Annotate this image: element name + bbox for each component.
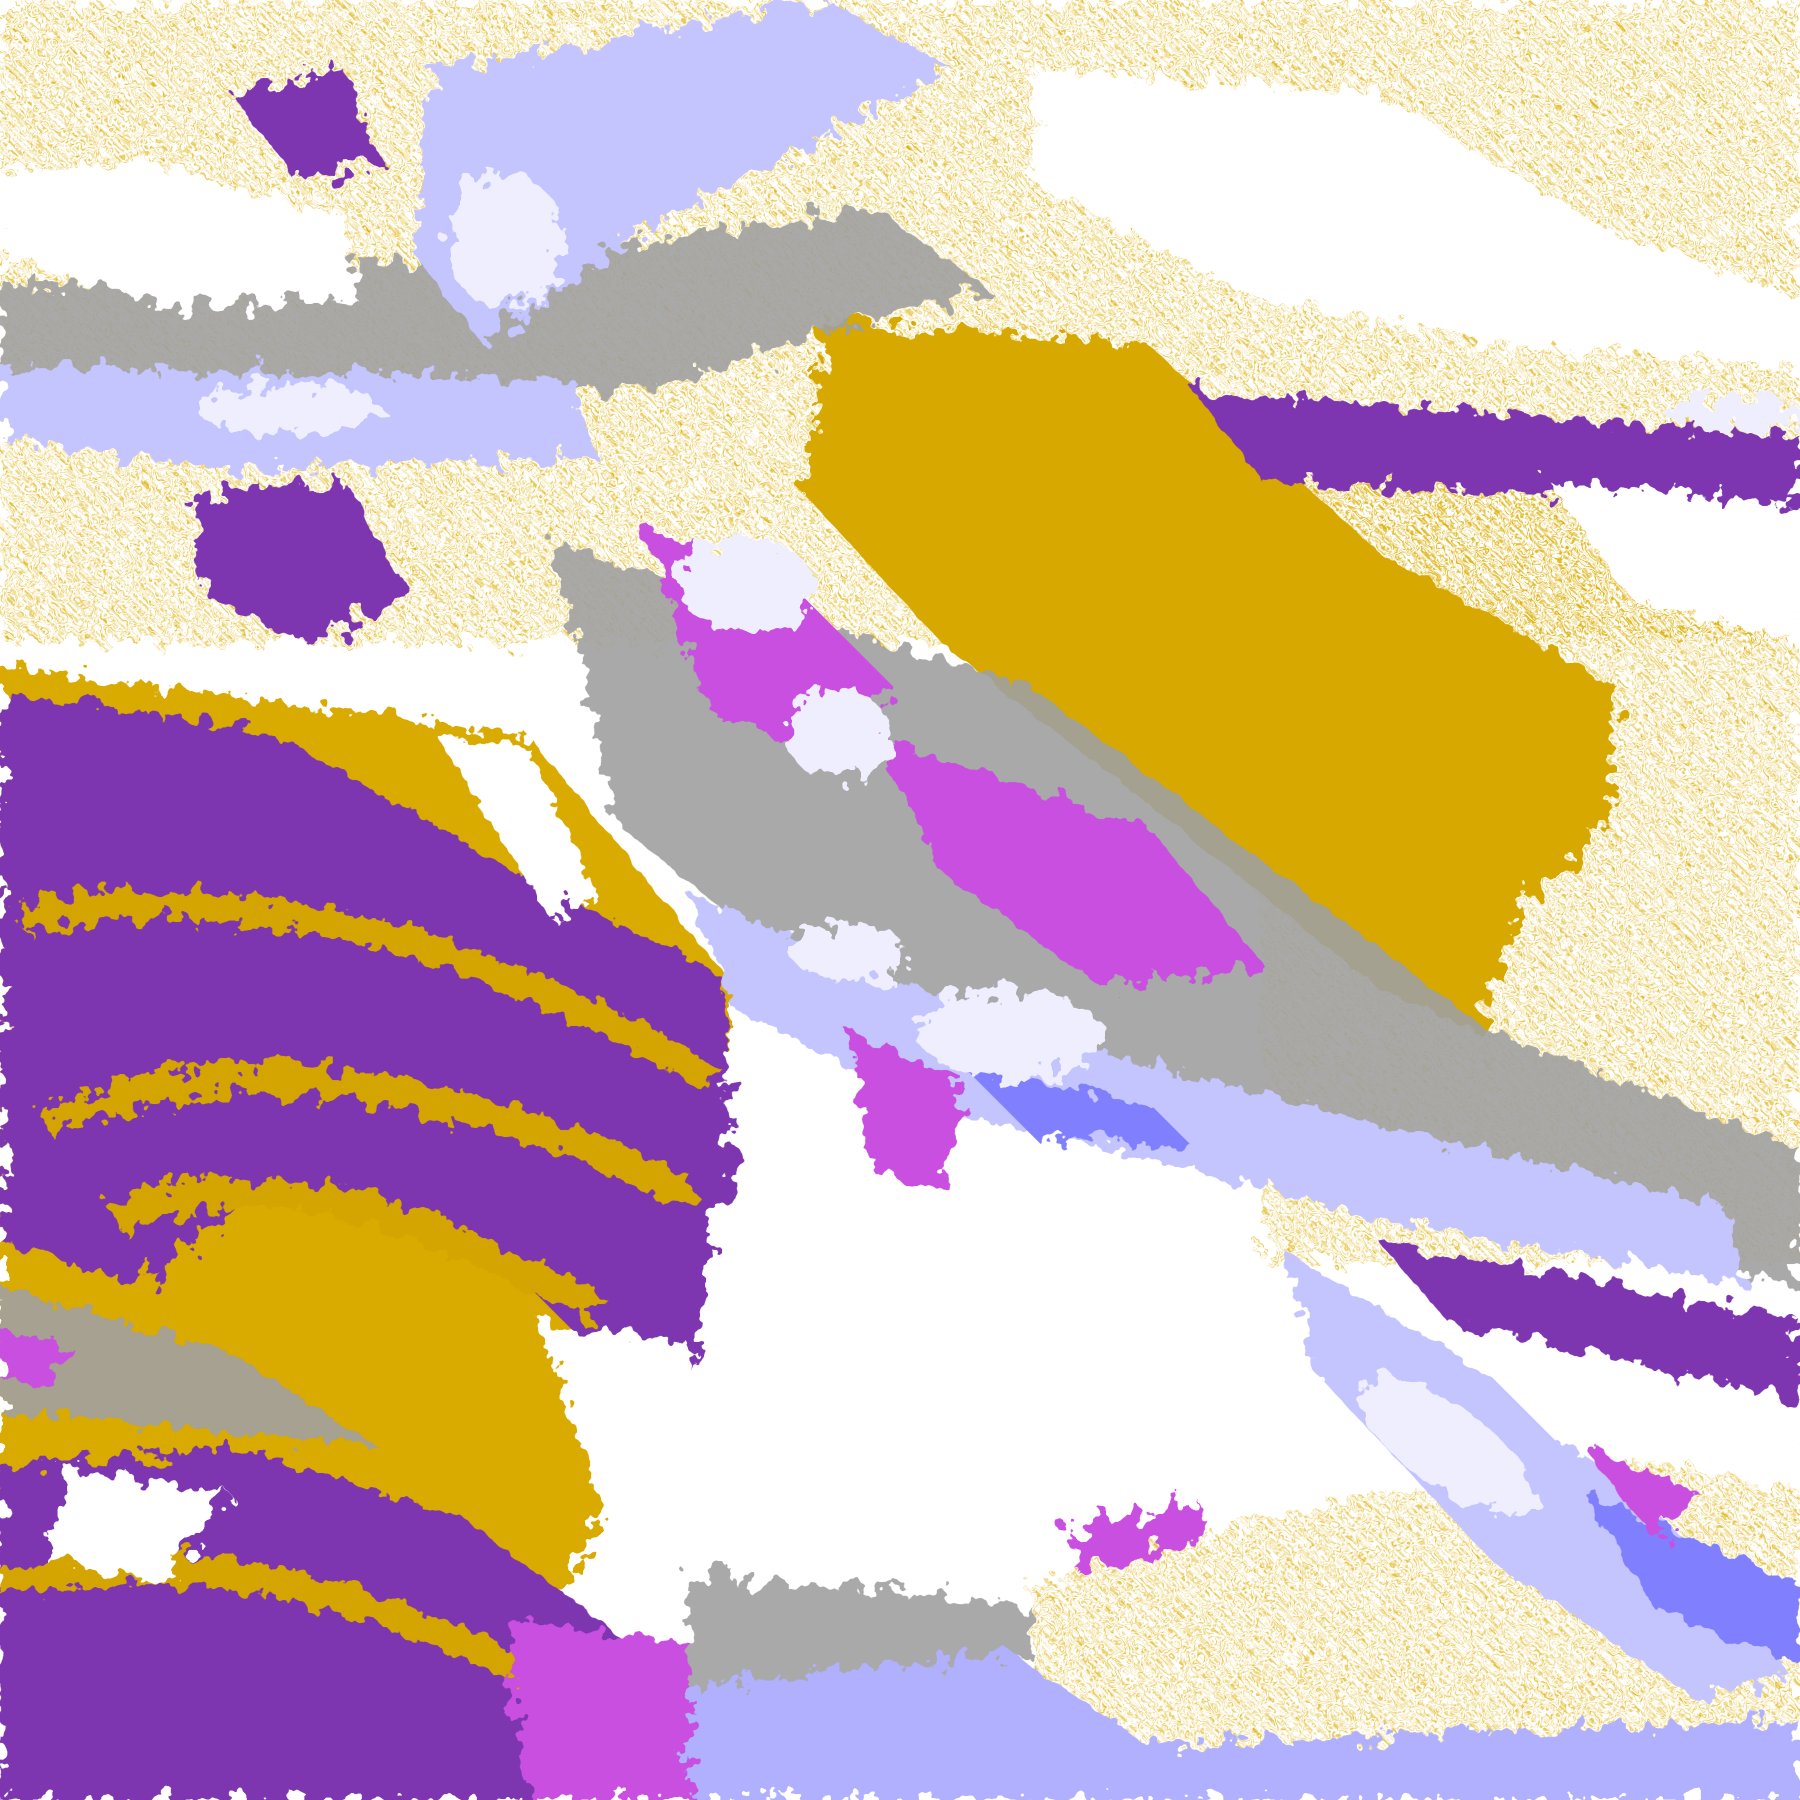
- clear-southeast: [1492, 1377, 1800, 1493]
- lightblue-band-central: [688, 895, 1745, 1286]
- magenta-patch: [505, 1618, 689, 1800]
- clear-south-west: [45, 1469, 230, 1585]
- clear-east: [1549, 482, 1800, 643]
- gold-streak: [39, 1064, 696, 1208]
- gold-streaks: [0, 889, 720, 1735]
- magenta-patch: [849, 1033, 965, 1194]
- blue-patch-central: [964, 1067, 1194, 1148]
- purple-east-band: [1193, 390, 1800, 506]
- gold-streak: [109, 1177, 604, 1323]
- pale-core: [195, 382, 379, 433]
- clear-coastal-strip: [539, 1320, 712, 1585]
- pale-core: [1358, 1378, 1535, 1515]
- purple-northwest-region: [195, 482, 414, 643]
- pale-core: [792, 924, 907, 982]
- clear-west-coast: [436, 734, 597, 919]
- purple-north-region: [229, 68, 379, 184]
- clear-northeast: [1033, 68, 1800, 368]
- pale-core: [447, 172, 563, 310]
- gold-continental-mass: [803, 321, 1619, 1034]
- magenta-patch: [1584, 1446, 1699, 1539]
- clear-sky-areas: [0, 68, 1800, 1585]
- blue-patch-southeast: [1584, 1492, 1800, 1665]
- pale-core: [1664, 397, 1800, 430]
- magenta-cloud-layer: [0, 528, 1699, 1800]
- blue-patch-south: [551, 1653, 1800, 1800]
- pale-core: [918, 987, 1103, 1080]
- purple-southeast-band: [1377, 1239, 1800, 1401]
- clear-north-west: [0, 160, 356, 310]
- pale-core: [677, 539, 816, 632]
- pale-cloud-cores: [195, 172, 1800, 1515]
- clear-continent-south: [688, 1205, 1263, 1585]
- magenta-patch: [872, 734, 1263, 988]
- gold-streak: [19, 889, 720, 1092]
- gray-band-southwest: [0, 1285, 379, 1447]
- pale-core: [786, 688, 890, 781]
- magenta-patch: [0, 1331, 69, 1390]
